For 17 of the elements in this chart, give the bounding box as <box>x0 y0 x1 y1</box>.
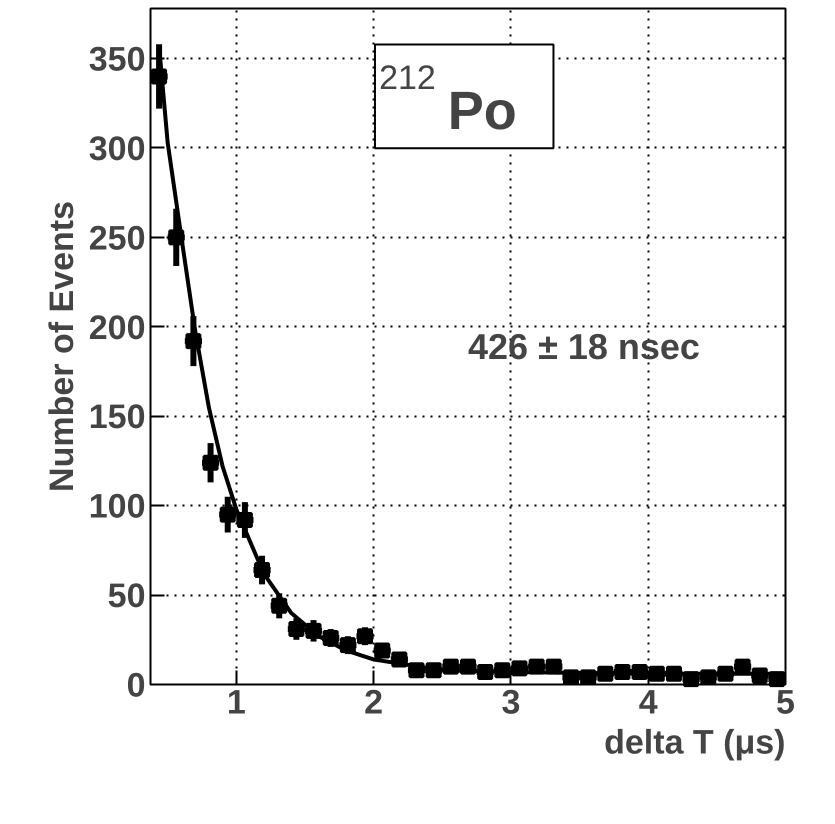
x-tick-label: 3 <box>501 684 520 722</box>
x-tick-label: 5 <box>776 684 795 722</box>
x-tick-label: 4 <box>638 684 658 722</box>
annotation: 426 ± 18 nsec <box>468 326 700 367</box>
x-tick-label: 1 <box>226 684 246 722</box>
y-tick-label: 250 <box>88 219 146 258</box>
annotation: 212Po <box>379 59 517 142</box>
y-tick-label: 50 <box>108 577 146 616</box>
y-tick-label: 150 <box>88 398 146 436</box>
y-tick-label: 100 <box>88 488 146 526</box>
y-tick-label: 200 <box>88 308 146 347</box>
y-tick-label: 300 <box>88 130 146 168</box>
x-tick-label: 2 <box>364 684 384 722</box>
x-axis-title: delta T (μs) <box>604 724 786 762</box>
y-axis-title: Number of Events <box>42 201 81 492</box>
y-tick-label: 0 <box>126 666 146 704</box>
y-tick-label: 350 <box>88 40 146 79</box>
